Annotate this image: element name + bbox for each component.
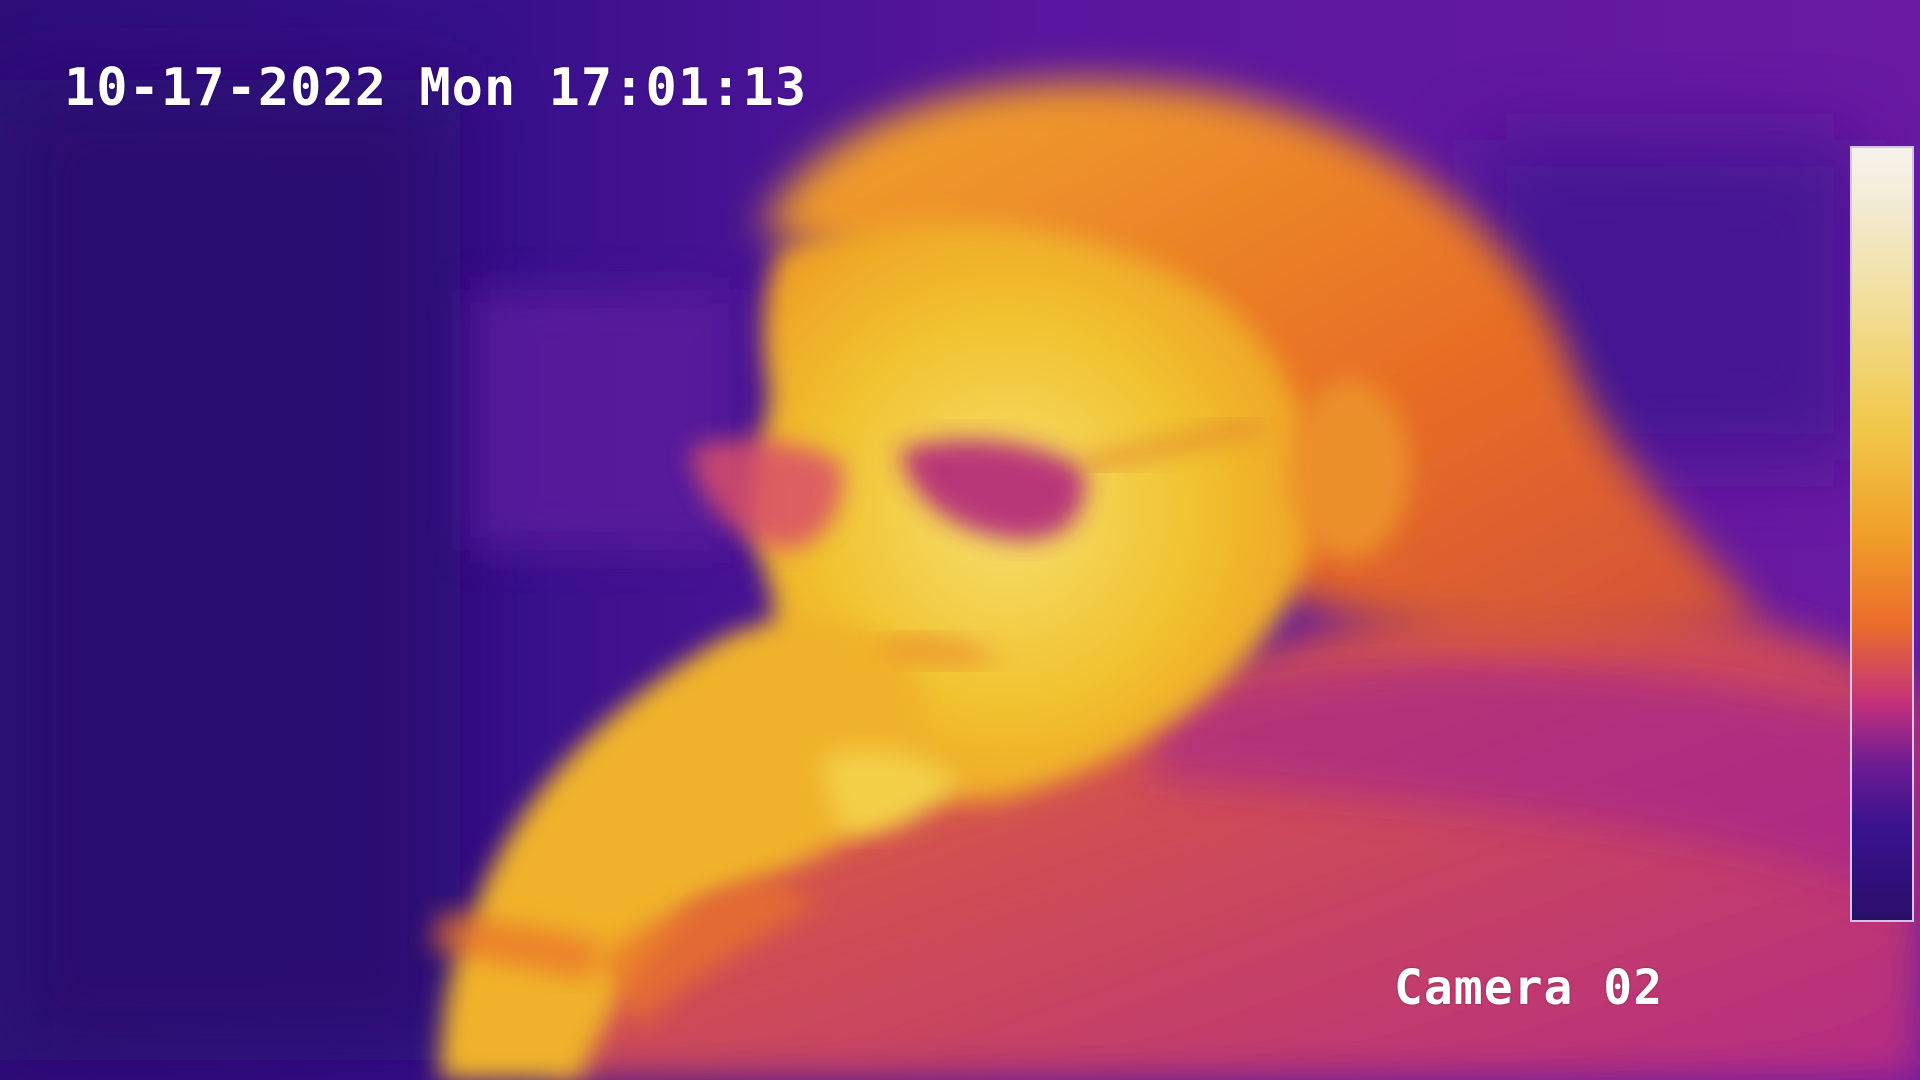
timestamp-overlay: 10-17-2022 Mon 17:01:13 [64,58,808,118]
camera-label: Camera 02 [1394,960,1664,1016]
temperature-scale-bar [1850,146,1914,922]
